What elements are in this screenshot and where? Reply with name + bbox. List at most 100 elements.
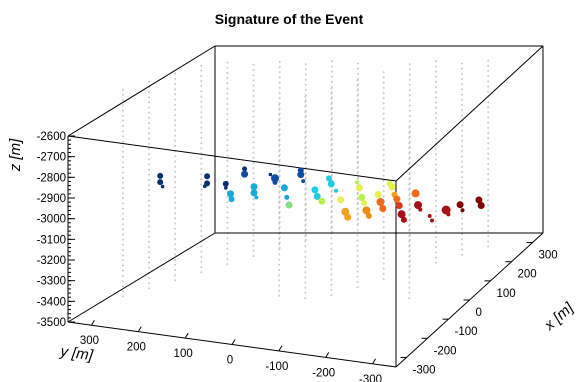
background-string-dot [487,90,490,93]
background-string-dot [356,270,359,273]
hit-point [250,183,258,191]
background-string-dot [356,239,359,242]
background-string-dot [408,126,411,129]
hit-point [227,190,234,198]
background-string-dot [278,81,281,84]
background-string-dot [434,261,437,264]
background-string-dot [121,130,124,133]
background-string-dot [226,72,229,74]
background-string-dot [304,131,307,134]
background-string-dot [461,212,463,215]
background-string-dot [252,115,255,118]
background-string-dot [487,209,490,212]
background-string-dot [148,173,151,176]
background-string-dot [461,78,463,80]
y-axis: 300 200 100 0 -100 -200 -300 [80,319,382,382]
background-string-dot [434,91,437,94]
background-string-dot [357,67,359,70]
background-string-dot [252,105,255,108]
background-string-dot [252,244,255,247]
x-tick-label: -200 [434,345,457,357]
background-string-dot [148,199,151,202]
background-string-dot [434,96,437,99]
z-tick-label: -3300 [37,276,66,288]
background-string-dot [487,85,490,88]
background-string-dot [461,191,463,194]
background-string-dot [278,269,281,271]
background-string-dot [461,171,463,173]
background-string-dot [278,196,281,199]
background-string-dot [304,235,307,238]
hit-point [475,196,483,204]
background-string-dot [252,203,255,206]
background-string-dot [330,113,333,116]
background-string-dot [148,158,151,161]
background-string-dot [304,183,307,186]
background-string-dot [330,278,333,281]
background-string-dot [461,83,463,86]
background-string-dot [330,144,333,147]
background-string-dot [434,194,437,197]
background-string-dot [252,146,255,149]
background-string-dot [278,134,281,137]
background-string-dot [330,108,333,111]
box-edge-top-front [67,135,397,182]
background-string-dot [304,136,307,139]
background-string-dot [148,240,151,243]
background-string-dot [461,72,463,75]
background-string-dot [304,83,307,86]
background-string-dot [382,195,385,198]
background-string-dot [200,131,203,134]
background-string-dot [226,247,229,250]
background-string-dot [408,271,411,274]
background-string-dot [278,181,281,184]
background-string-dot [226,61,229,64]
background-string-dot [252,177,255,180]
background-string-dot [174,269,177,271]
background-string-dot [200,147,203,150]
background-string-dot [461,98,463,101]
background-string-dot [408,291,411,294]
background-string-dot [226,227,229,229]
background-string-dot [174,103,177,106]
background-string-dot [226,82,229,85]
background-string-dot [382,86,385,89]
background-string-dot [278,263,281,266]
background-string-dot [304,188,307,191]
background-string-dot [278,238,281,240]
background-string-dot [408,224,411,227]
background-string-dot [121,192,124,195]
background-string-dot [487,64,490,67]
hit-point [311,186,319,194]
background-string-dot [226,87,229,90]
background-string-dot [330,273,333,276]
y-tick-mark [278,345,283,352]
background-string-dot [382,267,385,270]
background-string-dot [174,227,177,230]
background-string-dot [356,131,359,134]
background-string-dot [487,111,490,114]
background-string-dot [174,258,177,261]
background-string-dot [330,268,333,271]
background-string-dot [174,274,177,277]
hit-point [361,199,368,206]
background-string-dot [382,221,385,224]
background-string-dot [304,116,307,119]
background-string-dot [434,215,437,218]
background-string-dot [226,258,229,260]
background-string-dot [278,97,281,100]
background-string-dot [434,251,437,254]
background-string-dot [461,217,463,220]
background-string-dot [408,68,411,71]
background-string-dot [278,155,281,158]
background-string-dot [330,289,333,291]
background-string-dot [304,63,307,66]
background-string-dot [252,167,255,170]
background-string-dot [121,259,124,262]
background-string-dot [252,69,255,72]
background-string-dot [121,114,124,117]
background-string-dot [330,87,333,90]
z-tick-label: -3200 [37,255,66,267]
